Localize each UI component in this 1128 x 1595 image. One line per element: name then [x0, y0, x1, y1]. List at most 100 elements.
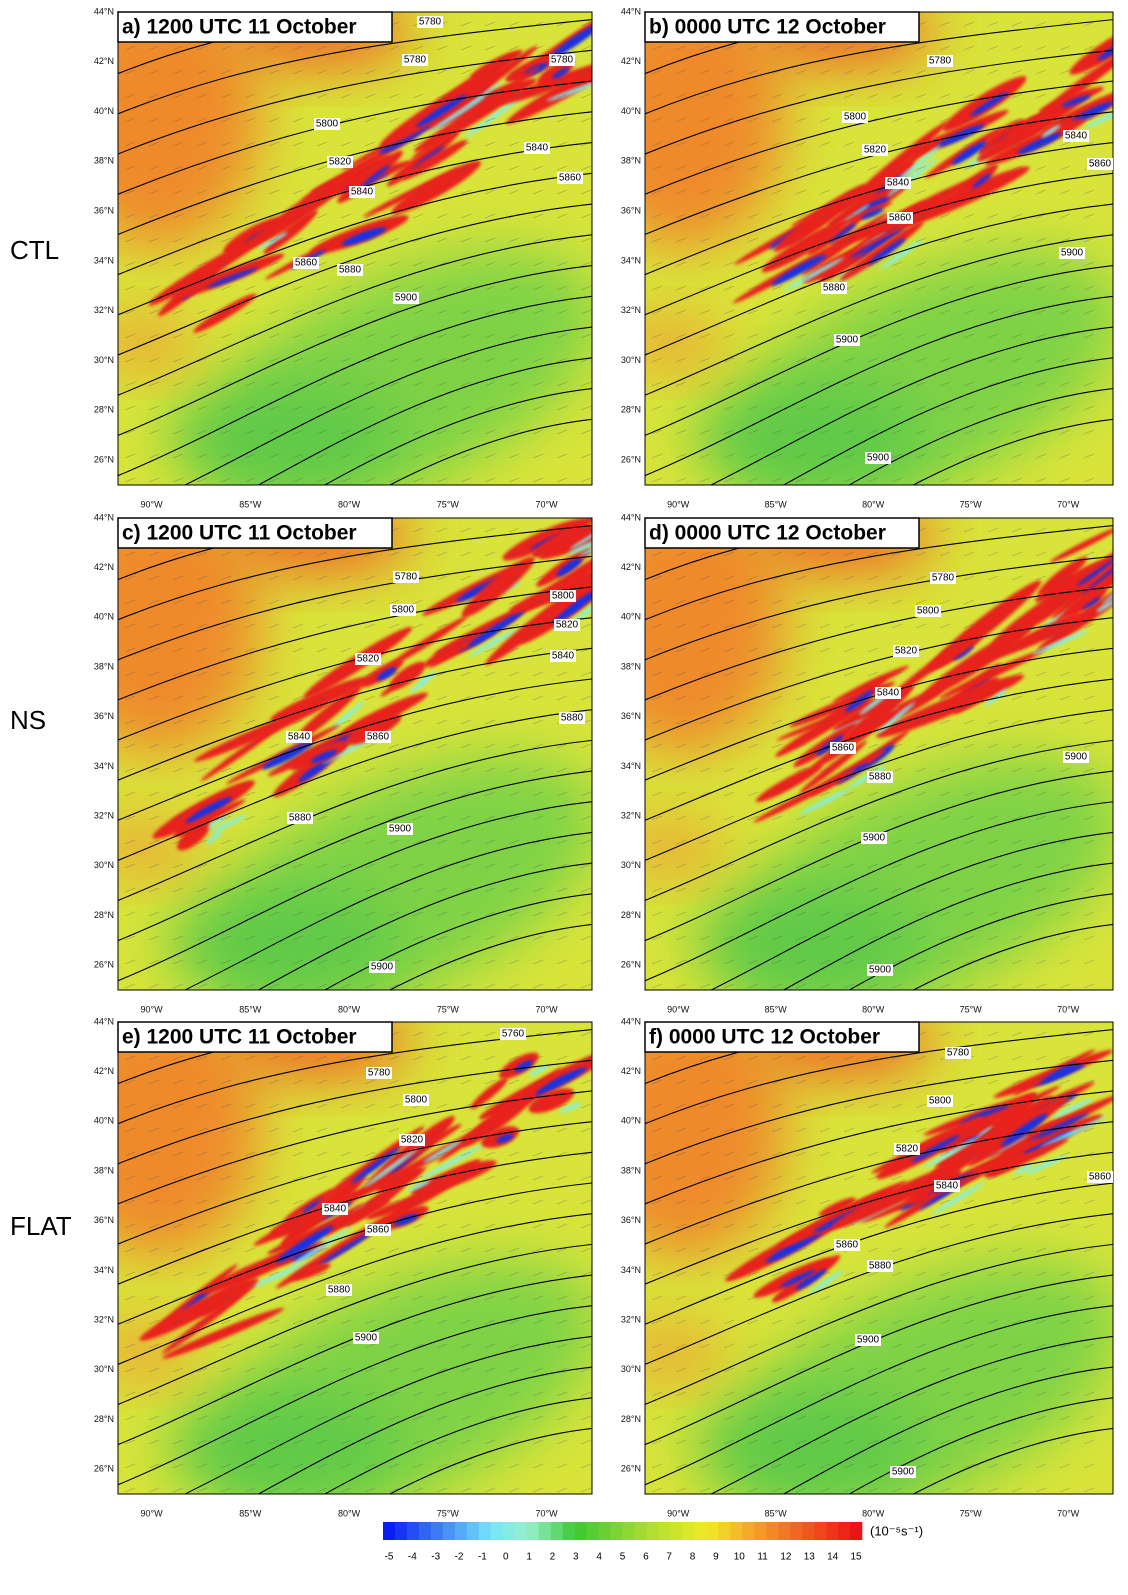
colorbar-tick-label: 5	[620, 1552, 626, 1563]
lat-label: 44°N	[621, 1016, 641, 1026]
colorbar-box	[527, 1522, 539, 1540]
lon-label: 90°W	[141, 1508, 164, 1518]
contour-label: 5860	[1089, 159, 1112, 170]
contour-label: 5780	[929, 56, 952, 67]
lon-label: 85°W	[765, 1508, 788, 1518]
contour-label: 5820	[329, 157, 352, 168]
colorbar-tick-label: 2	[550, 1552, 556, 1563]
lat-label: 26°N	[94, 454, 114, 464]
lon-label: 90°W	[141, 499, 164, 509]
lon-label: 80°W	[862, 1508, 885, 1518]
contour-label: 5820	[401, 1135, 424, 1146]
lon-label: 85°W	[239, 1004, 262, 1014]
contour-label: 5840	[552, 651, 575, 662]
lat-label: 42°N	[621, 56, 641, 66]
lat-label: 42°N	[621, 562, 641, 572]
lat-label: 26°N	[621, 1464, 641, 1474]
lat-label: 38°N	[94, 156, 114, 166]
contour-label: 5900	[1061, 248, 1084, 259]
contour-label: 5800	[392, 605, 415, 616]
colorbar-tick-label: 9	[713, 1552, 719, 1563]
colorbar-tick-label: 11	[757, 1552, 768, 1563]
contour-label: 5900	[355, 1333, 378, 1344]
lat-label: 42°N	[94, 56, 114, 66]
lon-label: 75°W	[960, 1004, 983, 1014]
colorbar-box	[670, 1522, 682, 1540]
lat-label: 42°N	[621, 1066, 641, 1076]
lat-label: 34°N	[621, 761, 641, 771]
lon-label: 75°W	[960, 499, 983, 509]
colorbar-box	[419, 1522, 431, 1540]
colorbar-unit: (10⁻⁵s⁻¹)	[870, 1523, 923, 1538]
contour-label: 5880	[289, 813, 312, 824]
contour-label: 5860	[1089, 1172, 1112, 1183]
lat-label: 28°N	[621, 910, 641, 920]
contour-label: 5900	[869, 965, 892, 976]
colorbar-box	[503, 1522, 515, 1540]
contour-label: 5880	[869, 772, 892, 783]
colorbar-tick-label: 6	[643, 1552, 649, 1563]
contour-label: 5840	[936, 1181, 959, 1192]
lon-label: 90°W	[141, 1004, 164, 1014]
lat-label: 28°N	[621, 405, 641, 415]
colorbar-tick-label: 3	[573, 1552, 579, 1563]
figure: 5780 5780 5780 5800 5840 5820 5860 5840 5860 5880…	[0, 0, 1128, 1590]
lon-label: 80°W	[862, 499, 885, 509]
lat-label: 34°N	[94, 255, 114, 265]
lat-label: 30°N	[621, 1364, 641, 1374]
lat-label: 40°N	[621, 612, 641, 622]
colorbar-box	[407, 1522, 419, 1540]
contour-label: 5780	[932, 573, 955, 584]
colorbar-tick-label: 12	[780, 1552, 792, 1563]
lat-label: 30°N	[94, 355, 114, 365]
lon-label: 70°W	[536, 499, 559, 509]
colorbar-tick-label: 1	[526, 1552, 532, 1563]
colorbar-box	[646, 1522, 658, 1540]
colorbar-box	[539, 1522, 551, 1540]
lon-label: 75°W	[437, 1508, 460, 1518]
lat-label: 32°N	[94, 810, 114, 820]
contour-label: 5860	[367, 1225, 390, 1236]
lat-label: 36°N	[621, 1215, 641, 1225]
lat-label: 38°N	[621, 661, 641, 671]
lon-label: 70°W	[1057, 1004, 1080, 1014]
lat-label: 36°N	[621, 206, 641, 216]
contour-label: 5860	[367, 732, 390, 743]
lat-label: 38°N	[94, 661, 114, 671]
panel-title: a) 1200 UTC 11 October	[122, 16, 357, 39]
lat-label: 34°N	[94, 761, 114, 771]
lon-label: 70°W	[536, 1508, 559, 1518]
contour-label: 5860	[832, 743, 855, 754]
lon-label: 80°W	[338, 1004, 361, 1014]
lat-label: 36°N	[94, 1215, 114, 1225]
contour-label: 5840	[526, 143, 549, 154]
colorbar-box	[515, 1522, 527, 1540]
contour-label: 5760	[502, 1029, 525, 1040]
panel-title: e) 1200 UTC 11 October	[122, 1026, 357, 1049]
contour-label: 5860	[559, 173, 582, 184]
contour-label: 5840	[351, 187, 374, 198]
lon-label: 70°W	[1057, 499, 1080, 509]
contour-label: 5860	[295, 258, 318, 269]
colorbar-box	[443, 1522, 455, 1540]
colorbar-tick-label: 15	[850, 1552, 862, 1563]
lat-label: 34°N	[94, 1265, 114, 1275]
colorbar-tick-label: 10	[734, 1552, 746, 1563]
contour-label: 5820	[357, 654, 380, 665]
lat-label: 42°N	[94, 1066, 114, 1076]
colorbar-box	[742, 1522, 754, 1540]
lat-label: 40°N	[94, 612, 114, 622]
contour-label: 5820	[556, 620, 579, 631]
lat-label: 40°N	[94, 1116, 114, 1126]
row-label: CTL	[10, 235, 59, 265]
colorbar-box	[431, 1522, 443, 1540]
colorbar-box	[611, 1522, 623, 1540]
lat-label: 34°N	[621, 255, 641, 265]
contour-label: 5780	[404, 55, 427, 66]
panel-title: d) 0000 UTC 12 October	[649, 522, 886, 545]
lat-label: 30°N	[621, 355, 641, 365]
lat-label: 32°N	[94, 305, 114, 315]
colorbar-box	[850, 1522, 862, 1540]
colorbar-box	[575, 1522, 587, 1540]
lon-label: 90°W	[667, 499, 690, 509]
